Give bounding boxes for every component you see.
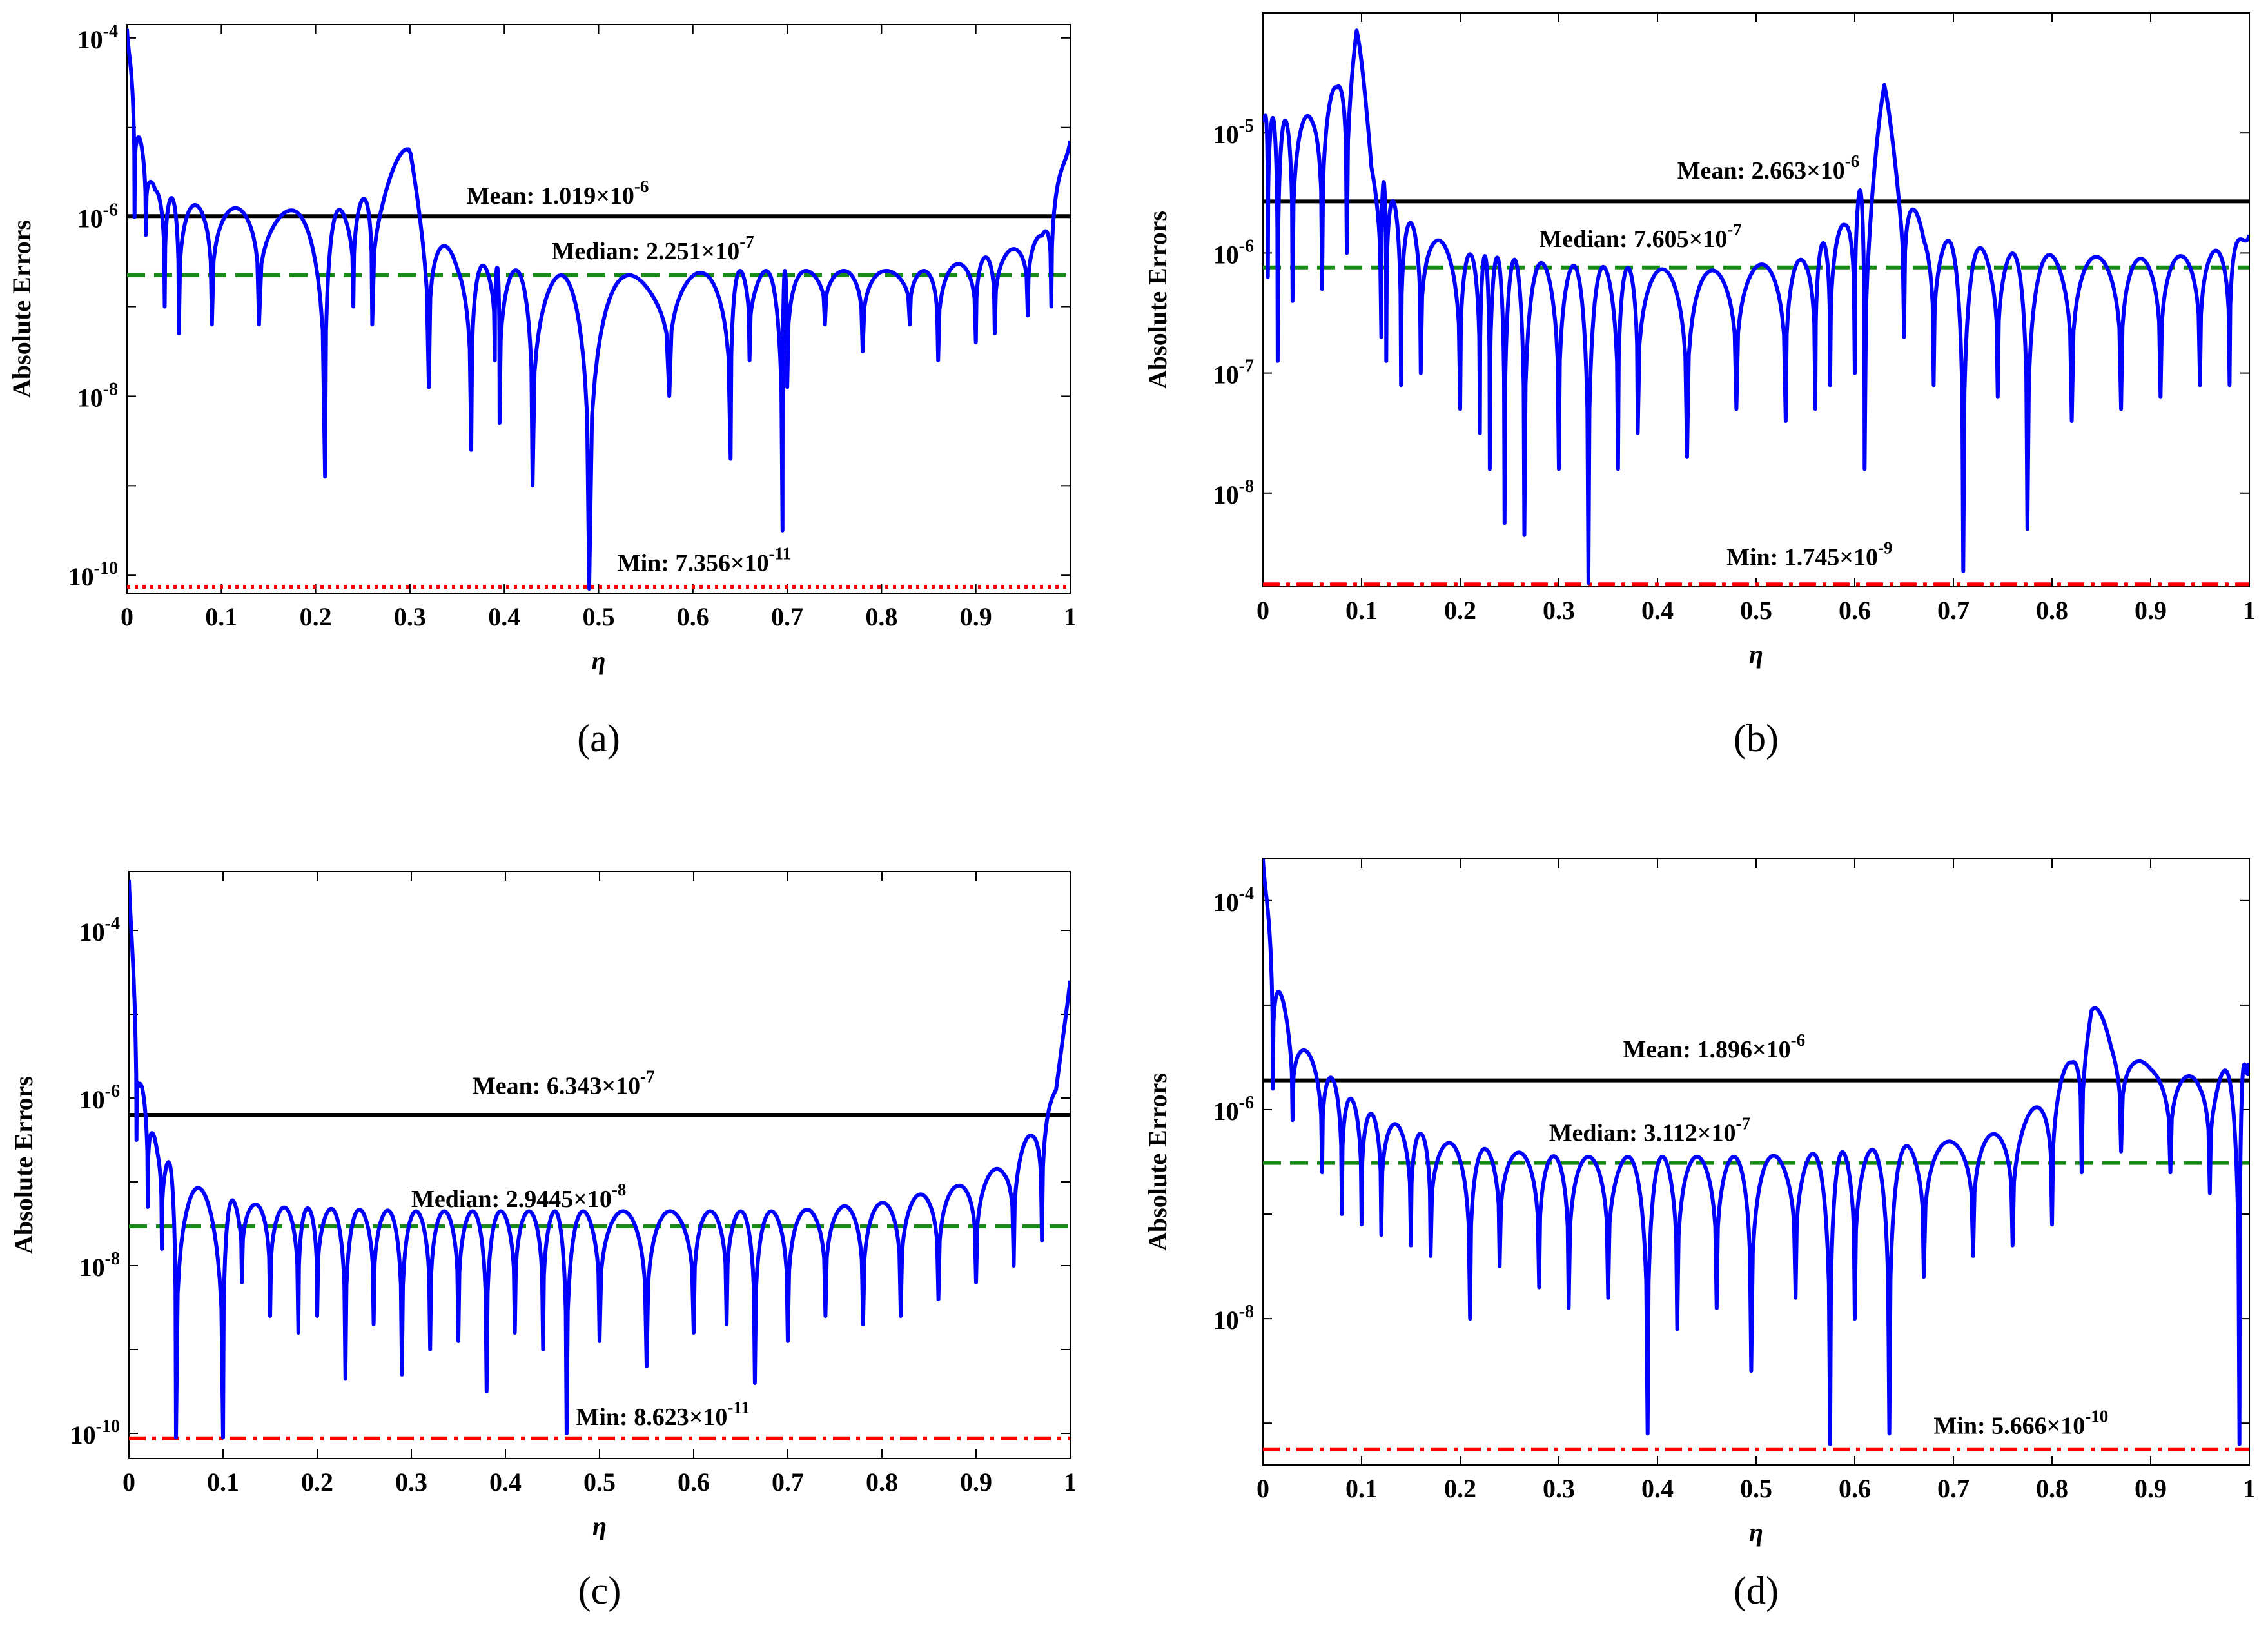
x-tick-label-a: 0.8	[865, 602, 897, 631]
panel-caption-d: (d)	[1734, 1569, 1779, 1612]
stat-annotation-b: Mean: 2.663×10-6	[1677, 152, 1860, 184]
x-tick-label-c: 0.7	[772, 1468, 804, 1497]
x-tick-label-a: 0.5	[583, 602, 615, 631]
chart-panel-a: 0 0.1 0.2 0.3 0.4 0.5 0.6 0.7 0.8 0.9 1 10-10 10-8 10…	[0, 0, 1134, 814]
x-tick-label-b: 0.7	[1937, 596, 1970, 625]
x-axis-title-a: η	[592, 646, 606, 675]
x-tick-label-c: 0	[122, 1468, 135, 1497]
x-tick-label-a: 0.1	[205, 602, 237, 631]
y-axis-title-a: Absolute Errors	[7, 220, 36, 398]
y-tick-label-d: 10-6	[1213, 1093, 1254, 1126]
panel-caption-c: (c)	[578, 1569, 621, 1612]
x-tick-label-c: 1	[1064, 1468, 1077, 1497]
y-tick-label-c: 10-8	[79, 1249, 120, 1282]
stat-annotation-d: Min: 5.666×10-10	[1933, 1406, 2108, 1439]
x-tick-label-a: 0.3	[394, 602, 426, 631]
stat-annotation-a: Median: 2.251×10-7	[551, 232, 754, 265]
y-tick-label-c: 10-6	[79, 1081, 120, 1114]
chart-panel-d: 0 0.1 0.2 0.3 0.4 0.5 0.6 0.7 0.8 0.9 1 10-8 10-6 10-…	[1134, 814, 2268, 1627]
x-tick-label-c: 0.3	[395, 1468, 427, 1497]
y-tick-label-d: 10-8	[1213, 1302, 1254, 1335]
stat-annotation-a: Min: 7.356×10-11	[618, 544, 791, 576]
x-tick-label-a: 0.4	[488, 602, 520, 631]
x-tick-label-c: 0.1	[207, 1468, 239, 1497]
stat-annotation-c: Mean: 6.343×10-7	[473, 1067, 655, 1100]
x-tick-label-b: 0.8	[2036, 596, 2068, 625]
stat-annotation-a: Mean: 1.019×10-6	[467, 177, 649, 210]
plot-frame-c	[128, 871, 1071, 1459]
chart-panel-c: 0 0.1 0.2 0.3 0.4 0.5 0.6 0.7 0.8 0.9 1 10-10 10-8 10…	[0, 814, 1134, 1627]
stat-annotation-b: Min: 1.745×10-9	[1726, 538, 1892, 571]
chart-svg-a: 0 0.1 0.2 0.3 0.4 0.5 0.6 0.7 0.8 0.9 1 10-10 10-8 10…	[7, 21, 1077, 760]
x-tick-label-d: 0	[1256, 1474, 1269, 1503]
stat-annotation-d: Median: 3.112×10-7	[1549, 1114, 1750, 1147]
y-tick-label-b: 10-5	[1213, 116, 1254, 149]
x-tick-label-d: 0.7	[1937, 1474, 1970, 1503]
x-tick-label-b: 0.3	[1543, 596, 1575, 625]
panel-caption-b: (b)	[1734, 717, 1779, 760]
y-tick-label-c: 10-10	[70, 1417, 120, 1449]
chart-svg-c: 0 0.1 0.2 0.3 0.4 0.5 0.6 0.7 0.8 0.9 1 10-10 10-8 10…	[9, 871, 1077, 1612]
x-tick-label-c: 0.5	[583, 1468, 616, 1497]
x-tick-label-c: 0.4	[489, 1468, 522, 1497]
y-tick-label-a: 10-4	[77, 21, 118, 54]
y-tick-label-b: 10-6	[1213, 236, 1254, 269]
y-tick-label-a: 10-6	[77, 201, 118, 233]
x-tick-label-b: 0.5	[1740, 596, 1772, 625]
x-tick-label-b: 0.4	[1641, 596, 1674, 625]
x-tick-label-a: 0.6	[677, 602, 709, 631]
x-tick-label-d: 0.2	[1444, 1474, 1476, 1503]
stat-annotation-b: Median: 7.605×10-7	[1539, 220, 1741, 253]
x-tick-label-c: 0.2	[301, 1468, 333, 1497]
x-tick-label-d: 0.6	[1839, 1474, 1871, 1503]
x-tick-label-d: 1	[2243, 1474, 2256, 1503]
x-tick-label-b: 0.9	[2135, 596, 2167, 625]
x-tick-label-a: 0.2	[300, 602, 332, 631]
y-tick-label-a: 10-8	[77, 379, 118, 412]
x-axis-title-c: η	[592, 1511, 607, 1540]
x-axis-title-b: η	[1749, 640, 1763, 669]
x-tick-label-a: 1	[1064, 602, 1077, 631]
x-tick-label-d: 0.3	[1543, 1474, 1575, 1503]
x-tick-label-c: 0.8	[866, 1468, 898, 1497]
y-axis-title-c: Absolute Errors	[9, 1076, 38, 1254]
stat-annotation-c: Min: 8.623×10-11	[576, 1398, 750, 1431]
x-axis-title-d: η	[1749, 1518, 1763, 1547]
chart-svg-b: 0 0.1 0.2 0.3 0.4 0.5 0.6 0.7 0.8 0.9 1 10-8 10-7 10-…	[1143, 12, 2256, 760]
x-tick-label-a: 0.9	[960, 602, 992, 631]
y-axis-title-b: Absolute Errors	[1143, 211, 1172, 389]
x-tick-label-b: 0.1	[1345, 596, 1378, 625]
x-tick-label-b: 0	[1256, 596, 1269, 625]
chart-panel-b: 0 0.1 0.2 0.3 0.4 0.5 0.6 0.7 0.8 0.9 1 10-8 10-7 10-…	[1134, 0, 2268, 814]
y-axis-title-d: Absolute Errors	[1143, 1073, 1172, 1251]
chart-svg-d: 0 0.1 0.2 0.3 0.4 0.5 0.6 0.7 0.8 0.9 1 10-8 10-6 10-…	[1143, 858, 2256, 1612]
absolute-error-curve-b	[1263, 28, 2249, 585]
x-tick-label-a: 0	[121, 602, 133, 631]
x-tick-label-b: 1	[2243, 596, 2256, 625]
panel-caption-a: (a)	[577, 717, 620, 760]
absolute-error-curve-a	[127, 28, 1070, 591]
x-tick-label-d: 0.9	[2135, 1474, 2167, 1503]
x-tick-label-b: 0.6	[1839, 596, 1871, 625]
x-tick-label-d: 0.8	[2036, 1474, 2068, 1503]
x-tick-label-c: 0.9	[960, 1468, 992, 1497]
plot-frame-b	[1262, 12, 2250, 587]
y-tick-label-a: 10-10	[68, 558, 118, 591]
stat-annotation-d: Mean: 1.896×10-6	[1623, 1030, 1805, 1063]
y-tick-label-b: 10-7	[1213, 357, 1254, 389]
plot-frame-a	[126, 24, 1071, 594]
stat-annotation-c: Median: 2.9445×10-8	[411, 1180, 626, 1213]
y-tick-label-c: 10-4	[79, 914, 120, 947]
absolute-error-curve-c	[129, 879, 1070, 1440]
x-tick-label-c: 0.6	[678, 1468, 710, 1497]
x-tick-label-d: 0.5	[1740, 1474, 1772, 1503]
x-tick-label-d: 0.1	[1345, 1474, 1378, 1503]
y-tick-label-b: 10-8	[1213, 476, 1254, 509]
y-tick-label-d: 10-4	[1213, 884, 1254, 917]
x-tick-label-b: 0.2	[1444, 596, 1476, 625]
x-tick-label-d: 0.4	[1641, 1474, 1674, 1503]
absolute-error-curve-d	[1263, 859, 2249, 1446]
x-tick-label-a: 0.7	[771, 602, 803, 631]
